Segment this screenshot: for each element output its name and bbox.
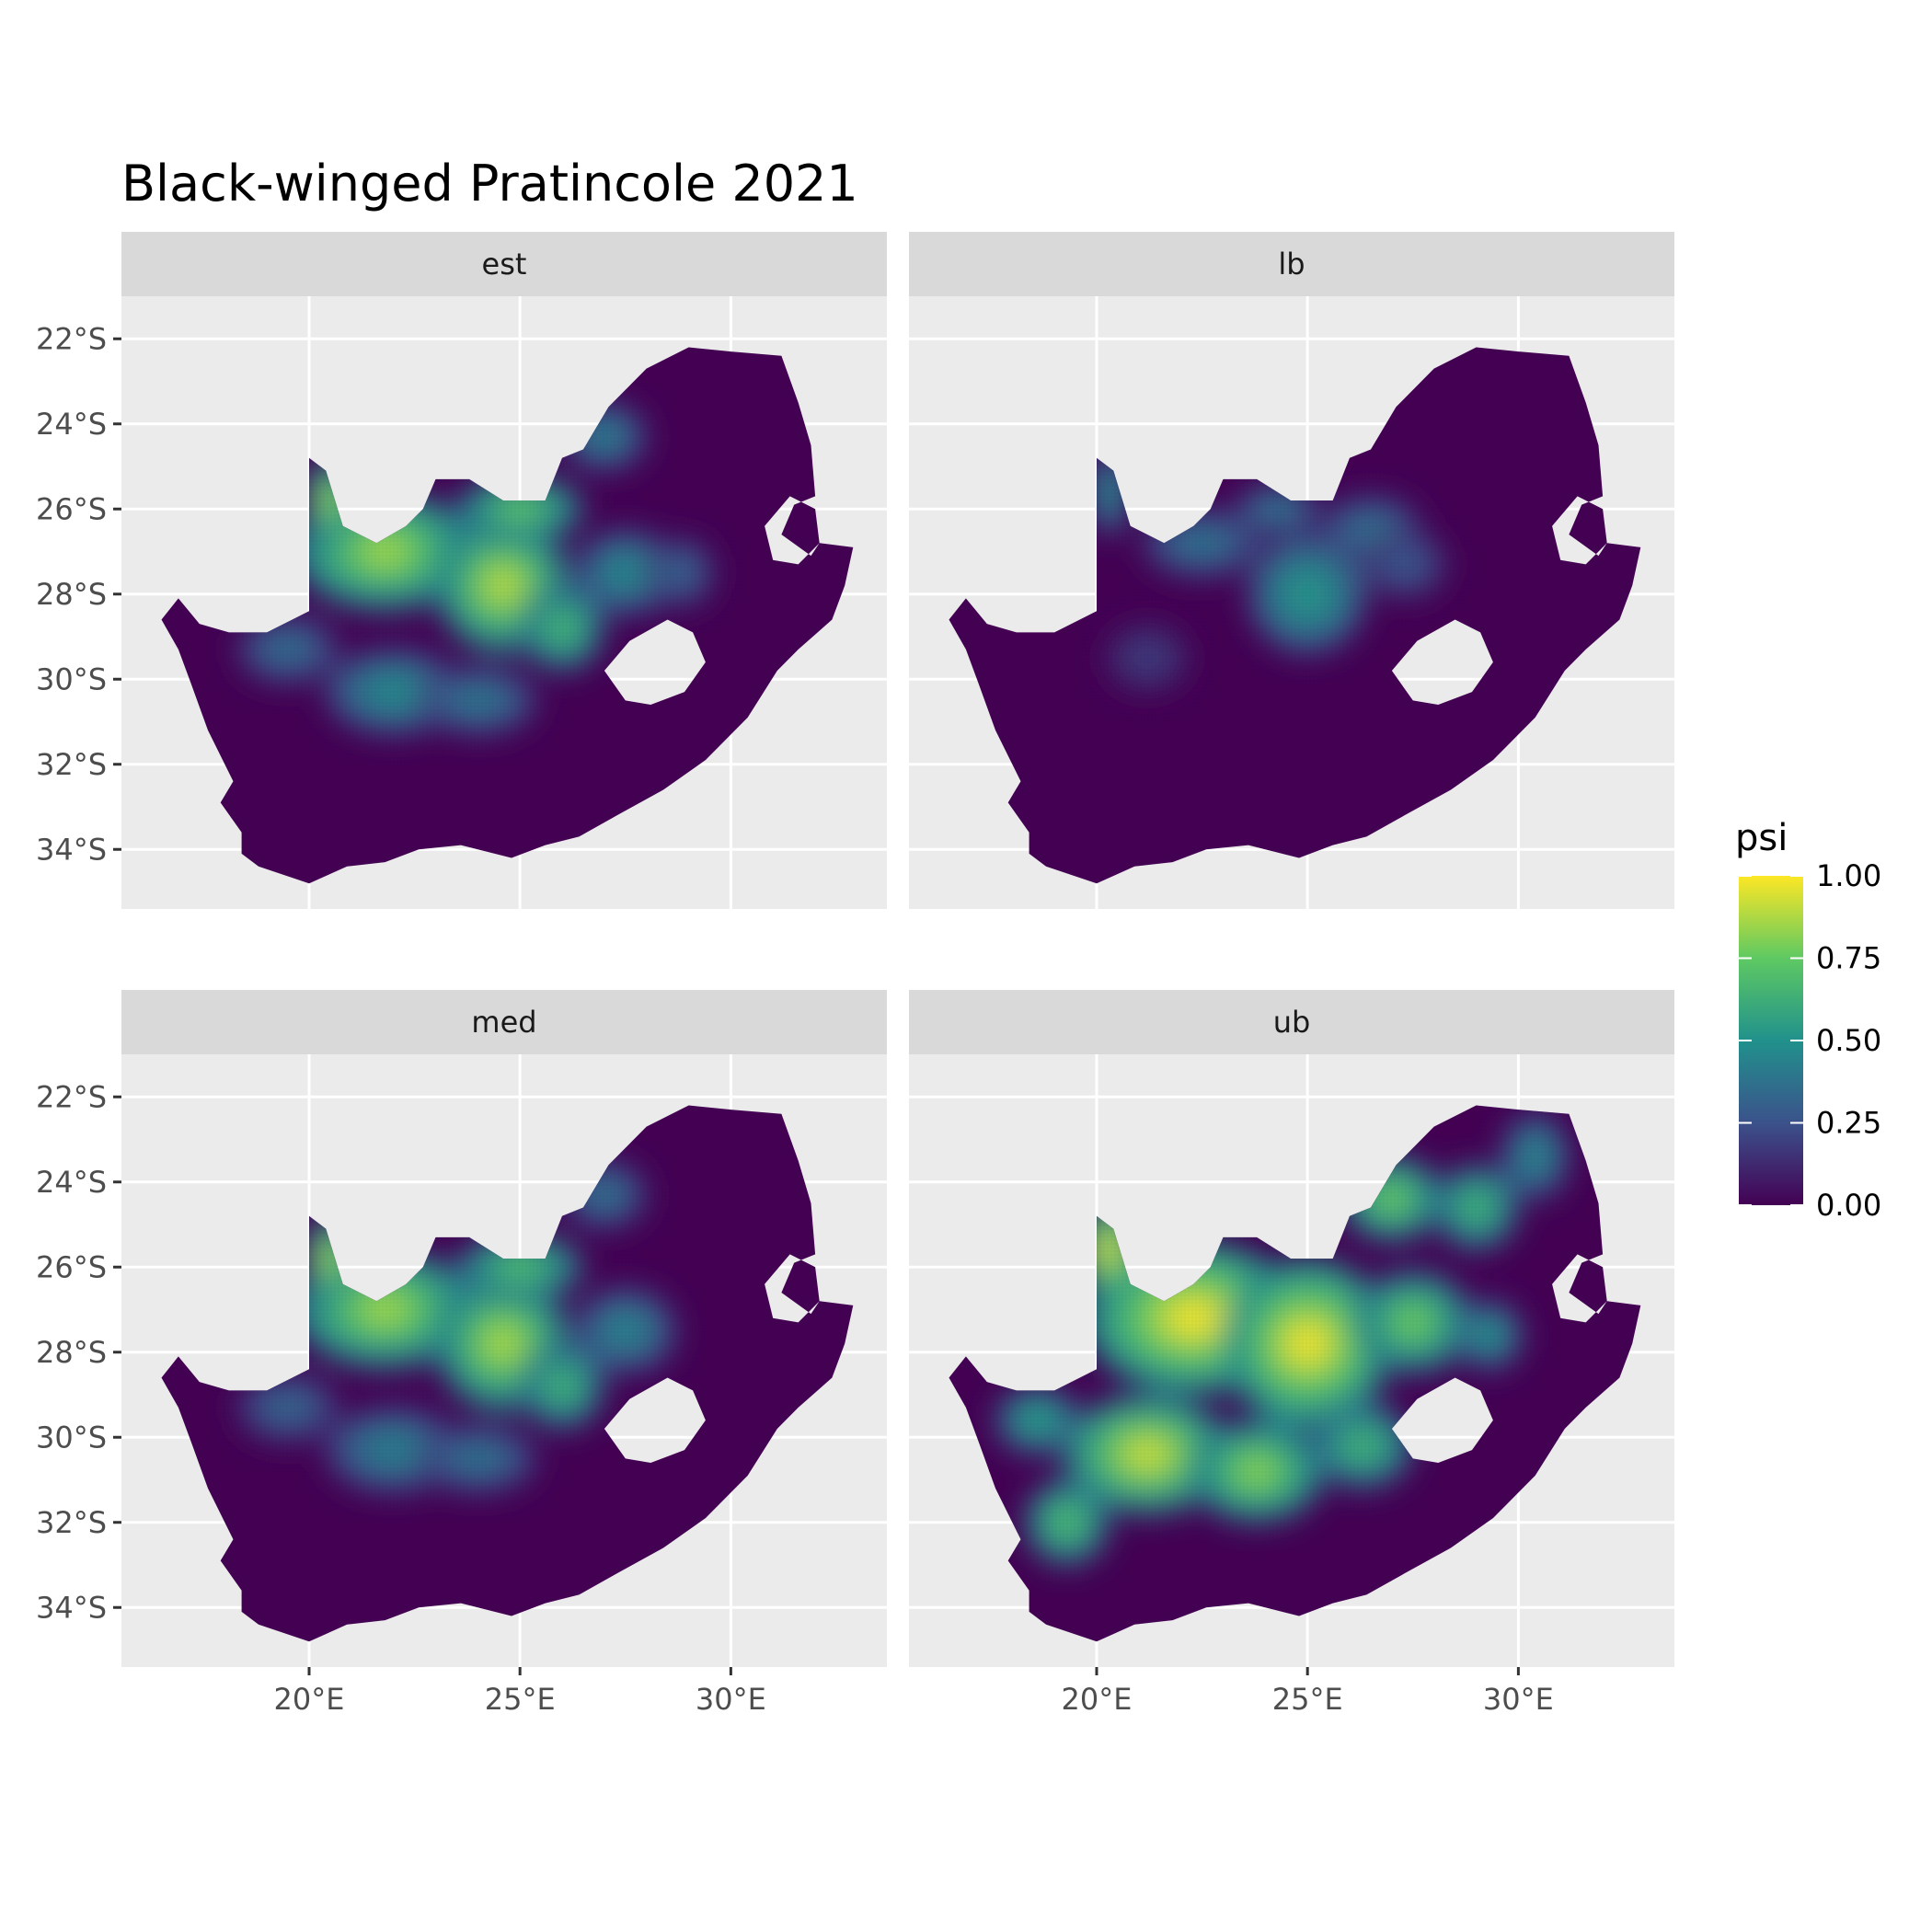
facet-panel-lb: lb xyxy=(909,232,1674,909)
facet-strip-label: med xyxy=(471,1005,536,1040)
y-tick-label: 24°S xyxy=(36,1165,107,1200)
x-tick-label: 25°E xyxy=(485,1682,556,1717)
facet-strip-label: ub xyxy=(1273,1005,1311,1040)
y-tick-label: 32°S xyxy=(36,1505,107,1540)
facet-strip xyxy=(121,232,887,296)
y-tick-label: 28°S xyxy=(36,1335,107,1370)
y-tick-label: 24°S xyxy=(36,407,107,442)
x-tick-label: 30°E xyxy=(1483,1682,1554,1717)
facet-panel-ub: ub 20°E 25°E 30°E xyxy=(909,990,1674,1717)
y-tick-label: 26°S xyxy=(36,1249,107,1284)
y-tick-label: 34°S xyxy=(36,832,107,867)
y-tick-label: 34°S xyxy=(36,1590,107,1625)
y-tick-label: 22°S xyxy=(36,1079,107,1114)
x-tick-label: 20°E xyxy=(1062,1682,1133,1717)
x-tick-label: 30°E xyxy=(696,1682,766,1717)
x-tick-label: 25°E xyxy=(1272,1682,1343,1717)
legend-break-label: 1.00 xyxy=(1816,858,1881,893)
y-tick-label: 28°S xyxy=(36,577,107,612)
facet-panel-med: med 22°S 24°S 26°S 28°S 30°S 32°S 34°S 20°E 25°E 3… xyxy=(36,990,887,1717)
legend-break-label: 0.75 xyxy=(1816,941,1881,976)
legend-break-label: 0.25 xyxy=(1816,1106,1881,1141)
facet-strip xyxy=(121,990,887,1054)
legend: psi 1.00 0.75 0.50 0.25 0.00 xyxy=(1735,817,1881,1223)
x-tick-label: 20°E xyxy=(274,1682,345,1717)
legend-break-label: 0.00 xyxy=(1816,1188,1881,1223)
legend-title: psi xyxy=(1735,817,1788,859)
y-tick-label: 30°S xyxy=(36,1420,107,1455)
y-tick-label: 30°S xyxy=(36,661,107,696)
facet-strip xyxy=(909,990,1674,1054)
y-tick-label: 32°S xyxy=(36,747,107,782)
facet-strip-label: lb xyxy=(1278,247,1305,282)
y-tick-label: 22°S xyxy=(36,321,107,356)
facet-panel-est: est 22°S 24°S 26°S 28°S 30°S 32°S 34°S xyxy=(36,232,887,909)
facet-strip xyxy=(909,232,1674,296)
facet-strip-label: est xyxy=(482,247,527,282)
figure-title: Black-winged Pratincole 2021 xyxy=(121,155,858,213)
legend-break-label: 0.50 xyxy=(1816,1023,1881,1058)
y-tick-label: 26°S xyxy=(36,491,107,526)
facet-panels: est 22°S 24°S 26°S 28°S 30°S 32°S 34°S lb med 22°S… xyxy=(36,232,1674,1717)
legend-breaks: 1.00 0.75 0.50 0.25 0.00 xyxy=(1739,858,1881,1223)
